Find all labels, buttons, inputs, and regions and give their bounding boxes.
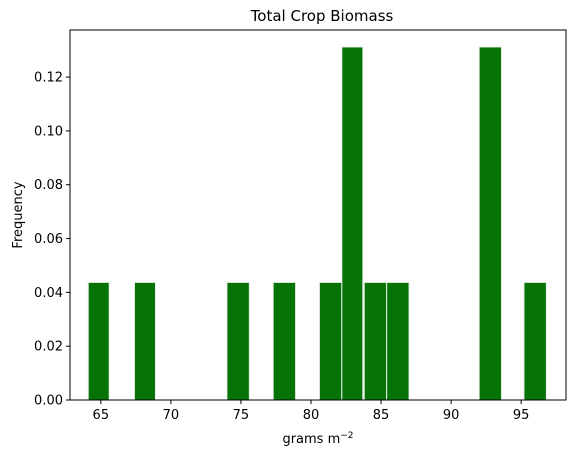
y-tick-label-4: 0.08 [34,178,63,193]
y-tick-label-1: 0.02 [34,340,63,355]
histogram-bar-7 [363,281,388,401]
bars-layer [87,46,547,401]
x-tick-label-3: 80 [303,408,320,423]
y-tick-label-2: 0.04 [34,286,63,301]
histogram-bar-3 [226,281,250,401]
x-tick-label-5: 90 [443,408,460,423]
x-axis-label: grams m−2 [282,431,353,447]
histogram-bar-2 [133,281,156,401]
histogram-bar-1 [87,281,110,401]
histogram-bar-9 [478,46,503,401]
x-tick-label-2: 75 [233,408,250,423]
y-axis-label: Frequency [11,181,26,248]
x-axis-ticks: 65 70 75 80 85 90 95 [93,400,530,423]
x-tick-label-1: 70 [163,408,180,423]
histogram-bar-6 [341,46,364,401]
x-tick-label-6: 95 [513,408,530,423]
x-tick-label-0: 65 [93,408,110,423]
histogram-bar-10 [523,281,547,401]
histogram-bar-4 [272,281,297,401]
y-axis-ticks: 0.00 0.02 0.04 0.06 0.08 0.10 0.12 [34,71,70,409]
y-tick-label-6: 0.12 [34,71,63,86]
y-tick-label-0: 0.00 [34,394,63,409]
histogram-bar-5 [318,281,343,401]
chart-title: Total Crop Biomass [250,7,394,25]
histogram-bar-8 [386,281,410,401]
y-tick-label-5: 0.10 [34,124,63,139]
x-axis-label-text: grams m [282,432,340,447]
y-tick-label-3: 0.06 [34,232,63,247]
x-axis-label-superscript: −2 [340,431,353,441]
plot-frame [69,29,567,401]
x-tick-label-4: 85 [373,408,390,423]
